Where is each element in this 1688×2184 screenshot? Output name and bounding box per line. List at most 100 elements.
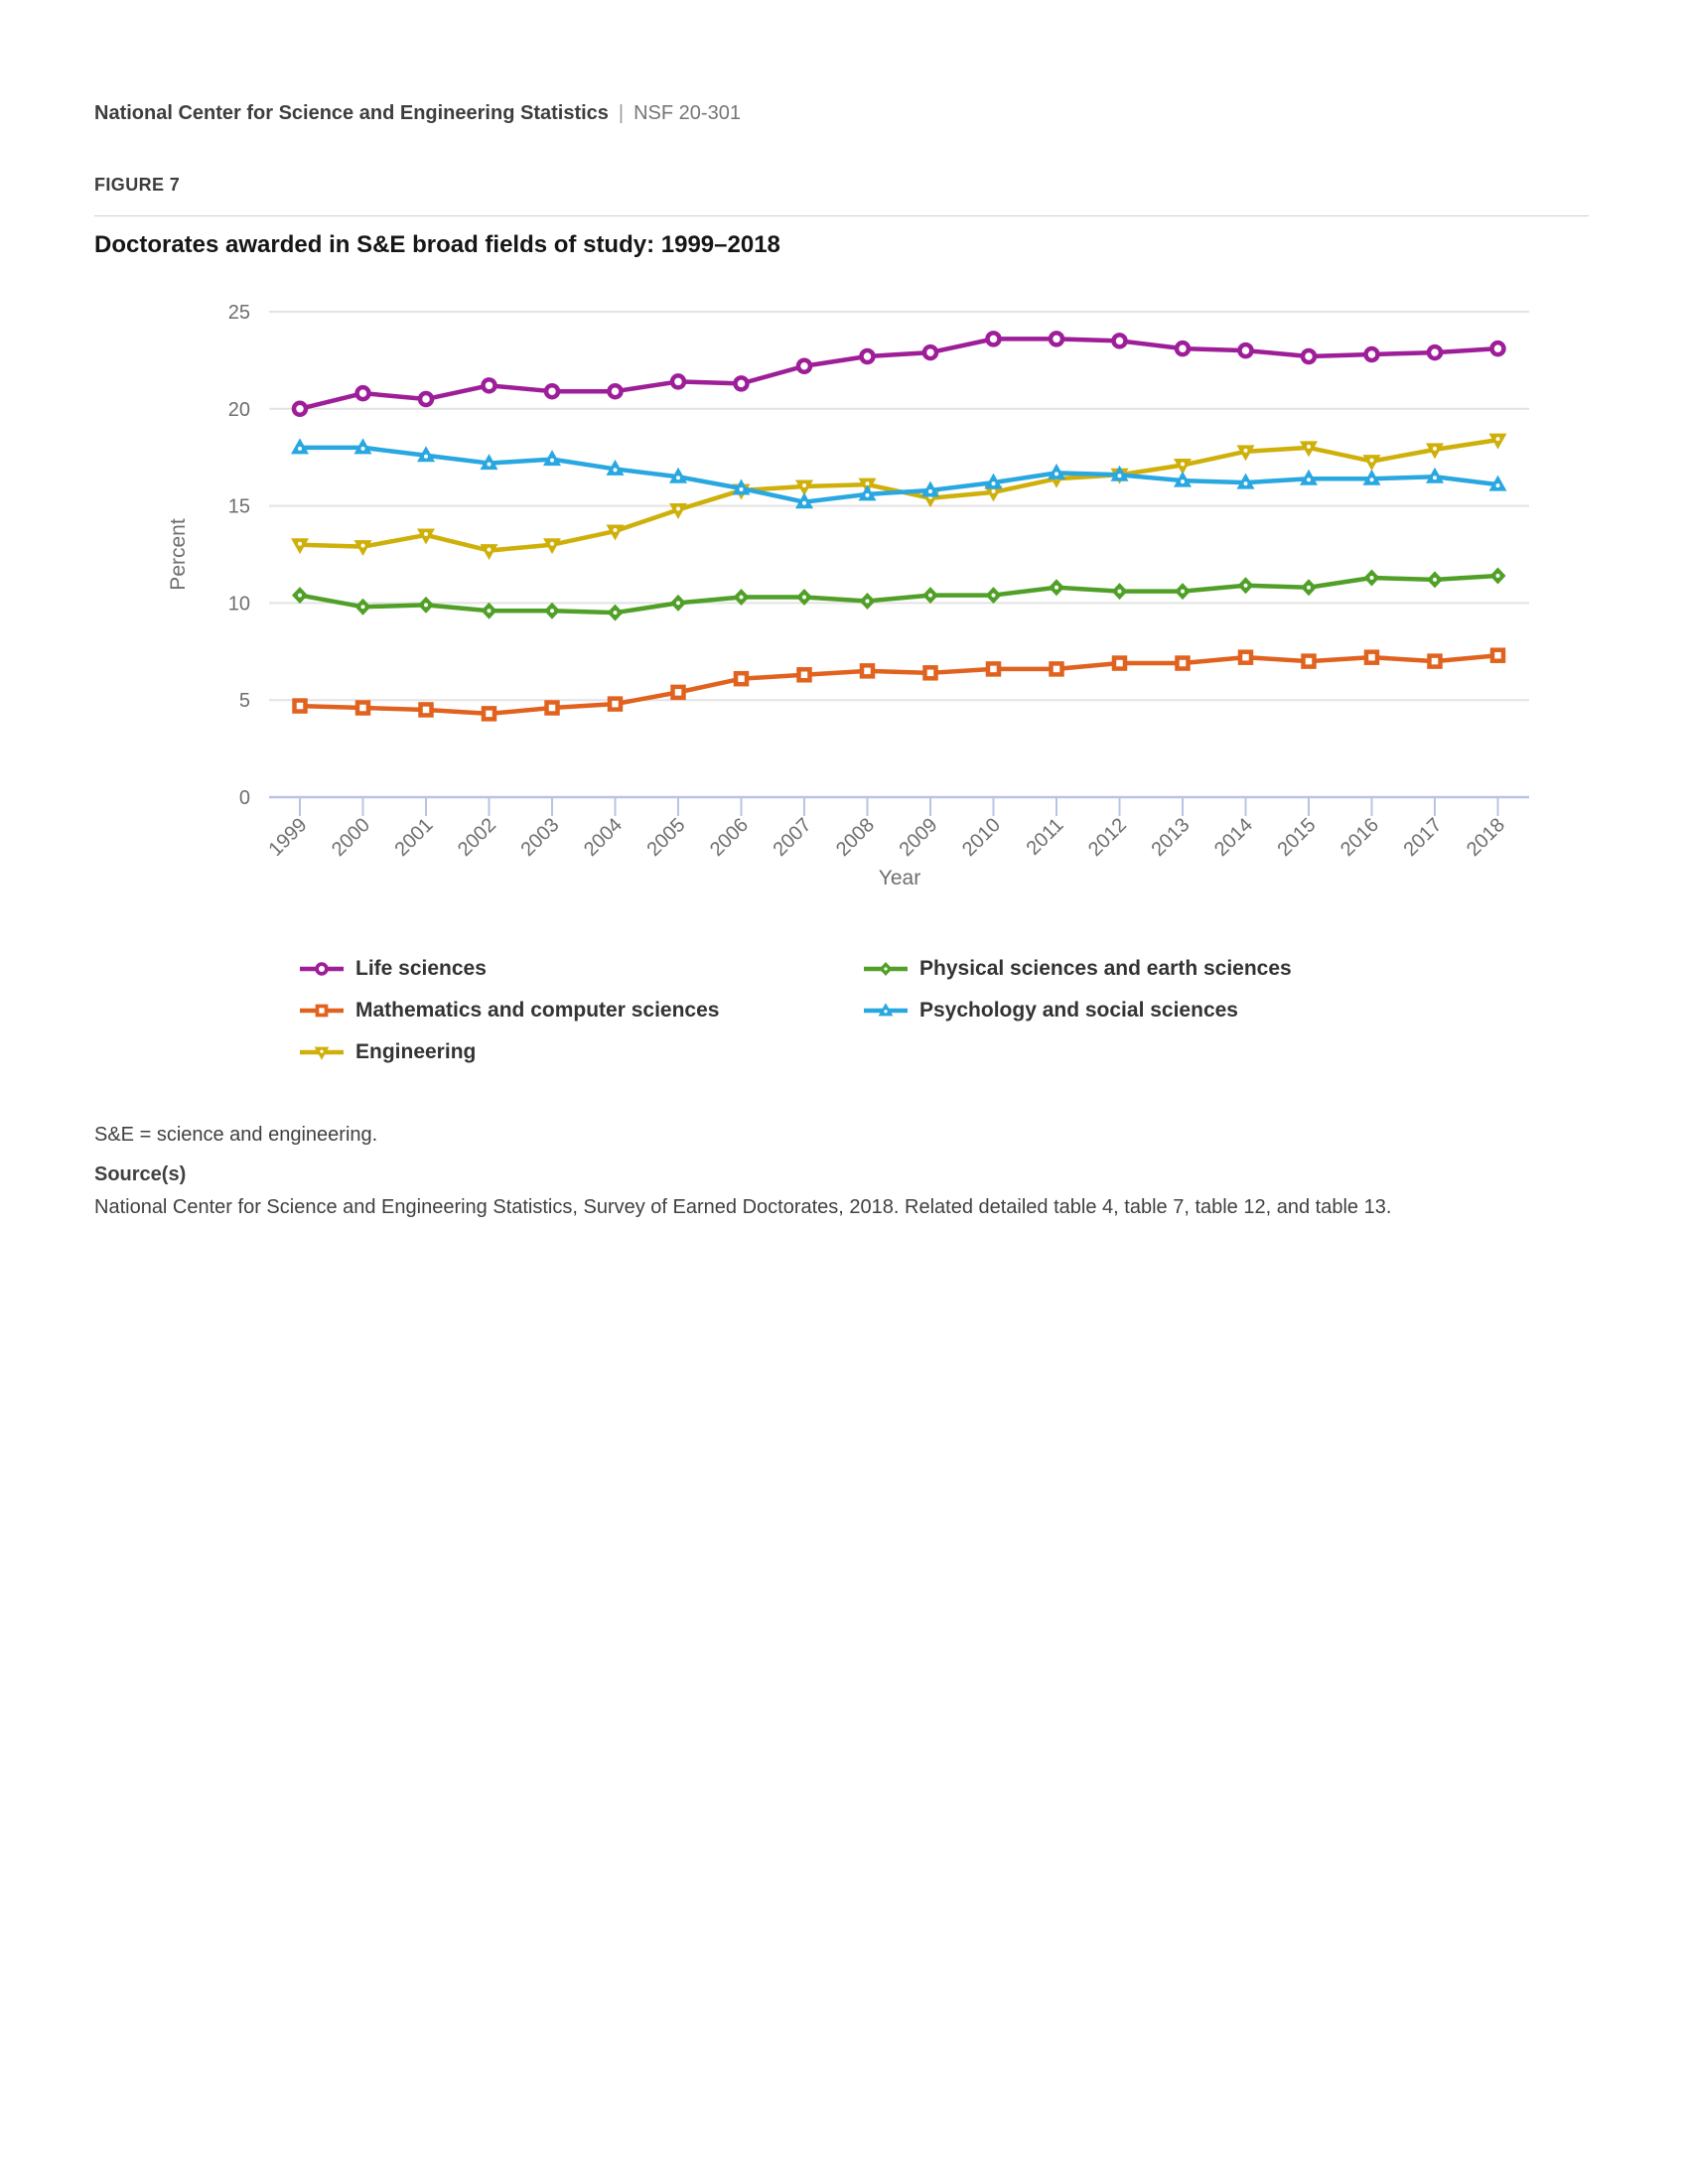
data-point-marker[interactable] [984,473,1003,489]
series-psychology-and-social-sciences[interactable] [291,438,1507,509]
data-point-marker[interactable] [795,479,813,496]
data-point-marker[interactable] [1048,463,1065,479]
data-point-marker[interactable] [1363,569,1380,587]
data-point-marker[interactable] [544,602,560,619]
data-point-marker[interactable] [291,438,309,455]
data-point-marker[interactable] [544,700,560,716]
data-point-marker[interactable] [1237,649,1254,665]
data-point-marker[interactable] [354,700,371,716]
data-point-marker[interactable] [795,492,813,509]
data-point-marker[interactable] [1174,340,1192,357]
data-point-marker[interactable] [354,384,371,402]
data-point-marker[interactable] [1489,567,1506,585]
data-point-marker[interactable] [291,400,309,418]
data-point-marker[interactable] [480,544,498,561]
data-point-marker[interactable] [1174,459,1192,476]
series-physical-sciences-and-earth-sciences[interactable] [292,567,1506,621]
data-point-marker[interactable] [1489,340,1506,357]
data-point-marker[interactable] [481,377,497,394]
data-point-marker[interactable] [291,538,309,555]
data-point-marker[interactable] [543,382,561,400]
data-point-marker[interactable] [481,602,497,619]
data-point-marker[interactable] [1175,583,1191,601]
data-point-marker[interactable] [1300,347,1318,365]
data-point-marker[interactable] [796,589,812,607]
data-point-marker[interactable] [669,373,687,390]
data-point-marker[interactable] [1362,455,1381,472]
data-point-marker[interactable] [1426,467,1444,483]
data-point-marker[interactable] [795,357,813,375]
data-point-marker[interactable] [354,598,371,615]
data-point-marker[interactable] [984,485,1003,502]
data-point-marker[interactable] [921,343,939,361]
data-point-marker[interactable] [1488,475,1507,491]
data-point-marker[interactable] [1489,647,1506,663]
series-mathematics-and-computer-sciences[interactable] [292,647,1506,722]
data-point-marker[interactable] [1111,655,1128,671]
data-point-marker[interactable] [1300,441,1318,458]
data-point-marker[interactable] [1300,469,1318,485]
data-point-marker[interactable] [1174,471,1192,487]
data-point-marker[interactable] [607,382,624,400]
data-point-marker[interactable] [1048,331,1065,347]
data-point-marker[interactable] [480,454,498,471]
data-point-marker[interactable] [1301,579,1317,597]
data-point-marker[interactable] [1049,661,1064,677]
data-point-marker[interactable] [733,670,750,687]
data-point-marker[interactable] [418,596,434,614]
data-point-marker[interactable] [417,446,435,463]
data-point-marker[interactable] [1236,473,1255,489]
data-point-marker[interactable] [922,587,938,605]
data-point-marker[interactable] [1426,443,1444,460]
data-point-marker[interactable] [1301,653,1317,669]
data-point-marker[interactable] [859,663,876,679]
data-point-marker[interactable] [606,459,625,476]
data-point-marker[interactable] [985,587,1002,605]
data-point-marker[interactable] [1363,345,1380,363]
data-point-marker[interactable] [1111,333,1128,349]
data-point-marker[interactable] [669,503,687,520]
legend-item-engineering[interactable]: Engineering [298,1036,862,1067]
legend-item-physical-sciences-and-earth-sciences[interactable]: Physical sciences and earth sciences [862,953,1292,984]
data-point-marker[interactable] [859,592,876,610]
data-point-marker[interactable] [1426,343,1444,361]
data-point-marker[interactable] [921,480,939,497]
data-point-marker[interactable] [985,331,1002,347]
data-point-marker[interactable] [417,390,435,408]
data-point-marker[interactable] [1427,653,1443,669]
data-point-marker[interactable] [607,604,624,621]
data-point-marker[interactable] [353,540,372,557]
data-point-marker[interactable] [1362,469,1381,485]
data-point-marker[interactable] [733,375,750,392]
data-point-marker[interactable] [1049,579,1064,597]
data-point-marker[interactable] [1175,655,1191,671]
legend-item-psychology-and-social-sciences[interactable]: Psychology and social sciences [862,995,1292,1025]
data-point-marker[interactable] [796,667,812,683]
data-point-marker[interactable] [1111,583,1128,601]
series-life-sciences[interactable] [291,331,1506,418]
data-point-marker[interactable] [1237,341,1254,359]
data-point-marker[interactable] [543,538,561,555]
data-point-marker[interactable] [543,450,561,467]
data-point-marker[interactable] [292,698,308,714]
data-point-marker[interactable] [418,702,434,718]
data-point-marker[interactable] [859,347,876,365]
legend-item-mathematics-and-computer-sciences[interactable]: Mathematics and computer sciences [298,995,862,1025]
data-point-marker[interactable] [670,684,686,701]
data-point-marker[interactable] [1488,433,1507,450]
data-point-marker[interactable] [732,478,751,495]
series-engineering[interactable] [291,433,1507,561]
legend-item-life-sciences[interactable]: Life sciences [298,953,862,984]
data-point-marker[interactable] [669,467,687,483]
data-point-marker[interactable] [733,589,750,607]
data-point-marker[interactable] [922,665,938,681]
data-point-marker[interactable] [292,587,308,605]
data-point-marker[interactable] [1427,571,1443,589]
data-point-marker[interactable] [1237,577,1254,595]
data-point-marker[interactable] [1110,465,1129,481]
data-point-marker[interactable] [985,661,1002,677]
data-point-marker[interactable] [670,594,686,612]
data-point-marker[interactable] [481,706,497,722]
data-point-marker[interactable] [858,484,877,501]
data-point-marker[interactable] [417,528,435,545]
